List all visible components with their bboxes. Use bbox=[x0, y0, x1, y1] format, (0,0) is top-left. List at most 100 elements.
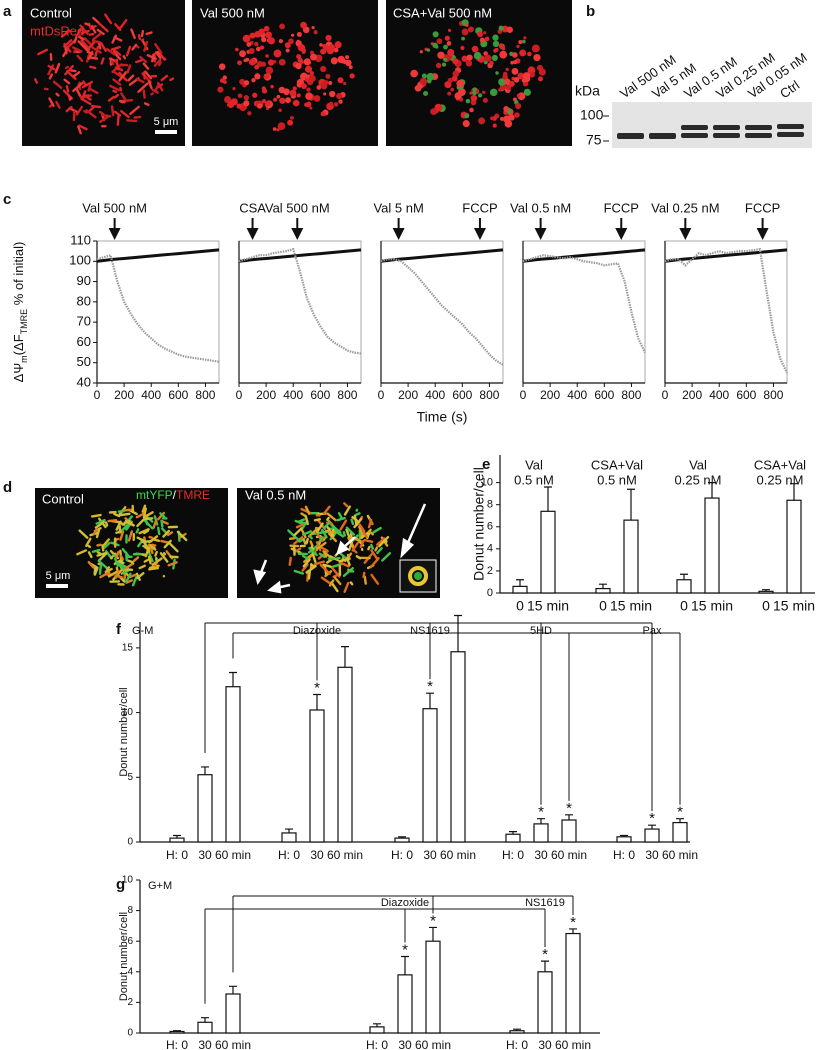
mito bbox=[89, 88, 99, 95]
x-tick-label: 200 bbox=[682, 388, 702, 402]
mito bbox=[97, 559, 108, 569]
mito bbox=[93, 566, 97, 575]
mito bbox=[316, 85, 322, 90]
mito bbox=[301, 563, 309, 572]
mito bbox=[112, 70, 122, 78]
mito bbox=[121, 519, 131, 526]
y-tick-label: 0 bbox=[127, 837, 133, 848]
x-tick-label: 30 bbox=[198, 1038, 212, 1050]
mito bbox=[143, 102, 150, 107]
mito bbox=[505, 67, 509, 72]
mito bbox=[297, 57, 303, 63]
error-bar bbox=[680, 573, 688, 580]
mito bbox=[132, 556, 140, 563]
x-tick-label: H: 0 bbox=[278, 848, 300, 862]
mito bbox=[48, 97, 55, 108]
mito bbox=[518, 40, 523, 45]
mito bbox=[263, 73, 270, 80]
mito bbox=[160, 74, 169, 82]
mito bbox=[320, 528, 328, 539]
mito bbox=[262, 99, 267, 104]
error-bar bbox=[401, 955, 409, 975]
mito bbox=[75, 105, 84, 116]
group-label: Diazoxide bbox=[293, 625, 341, 637]
mito bbox=[125, 579, 134, 584]
mito bbox=[498, 25, 504, 31]
mito bbox=[72, 82, 84, 93]
mito bbox=[348, 541, 354, 552]
mito bbox=[529, 71, 536, 78]
mito bbox=[127, 559, 134, 564]
mito bbox=[436, 38, 443, 45]
mito bbox=[136, 517, 146, 528]
mito bbox=[127, 530, 134, 542]
mito bbox=[319, 563, 331, 575]
plot-frame bbox=[96, 240, 220, 384]
x-tick-label: 30 bbox=[538, 1038, 552, 1050]
mito bbox=[222, 80, 227, 84]
mito bbox=[78, 35, 86, 41]
mito bbox=[119, 512, 131, 517]
mito bbox=[354, 512, 361, 516]
mito bbox=[98, 22, 109, 33]
y-tick-label: 5 bbox=[127, 772, 133, 783]
mito bbox=[119, 554, 124, 561]
x-tick-label: 60 min bbox=[551, 848, 587, 862]
mito bbox=[55, 100, 61, 109]
mito bbox=[342, 59, 348, 65]
error-bar bbox=[341, 645, 349, 668]
y-tick-label: 60 bbox=[77, 334, 91, 349]
mito bbox=[498, 78, 506, 86]
x-tick-label: 600 bbox=[310, 388, 330, 402]
mito bbox=[370, 543, 375, 550]
mito bbox=[308, 546, 318, 557]
mito bbox=[118, 560, 125, 565]
mito bbox=[437, 51, 445, 59]
mito bbox=[324, 529, 336, 534]
mito bbox=[242, 34, 251, 43]
mito bbox=[288, 556, 292, 567]
mito bbox=[452, 58, 459, 65]
annotation: Val 0.25 nM bbox=[651, 200, 719, 215]
mito bbox=[309, 71, 314, 76]
bar bbox=[595, 587, 611, 594]
mito bbox=[467, 26, 474, 33]
mito bbox=[120, 109, 130, 119]
mito bbox=[466, 54, 473, 61]
plot-frame bbox=[664, 240, 788, 384]
mito bbox=[322, 505, 331, 515]
mito bbox=[218, 63, 226, 70]
mito bbox=[154, 43, 163, 55]
mito bbox=[99, 571, 111, 579]
mito bbox=[294, 519, 303, 525]
mito bbox=[419, 50, 423, 54]
error-bar bbox=[544, 486, 552, 512]
y-tick-label: 90 bbox=[77, 273, 91, 288]
mito bbox=[91, 46, 102, 54]
mito bbox=[325, 34, 332, 42]
mito bbox=[410, 69, 418, 78]
x-tick-label: H: 0 bbox=[366, 1038, 388, 1050]
mito bbox=[145, 31, 153, 36]
x-tick-label: H: 0 bbox=[506, 1038, 528, 1050]
mito bbox=[323, 550, 328, 558]
mito bbox=[336, 93, 343, 100]
mito bbox=[81, 80, 94, 89]
mito bbox=[285, 48, 290, 53]
group-label: CSA+Val bbox=[754, 457, 806, 472]
annotation: Val 0.5 nM bbox=[510, 200, 571, 215]
mito bbox=[99, 41, 107, 52]
annotation: CSA bbox=[239, 200, 266, 215]
mito bbox=[265, 100, 271, 107]
mito bbox=[353, 517, 363, 529]
mito bbox=[243, 58, 247, 63]
mito bbox=[90, 513, 102, 518]
mito bbox=[464, 113, 470, 119]
mito bbox=[472, 87, 477, 92]
mito bbox=[342, 566, 354, 578]
mito bbox=[292, 99, 300, 107]
mito bbox=[447, 91, 452, 96]
mito bbox=[85, 537, 92, 548]
error-bar bbox=[676, 818, 684, 823]
bar bbox=[369, 1026, 385, 1034]
